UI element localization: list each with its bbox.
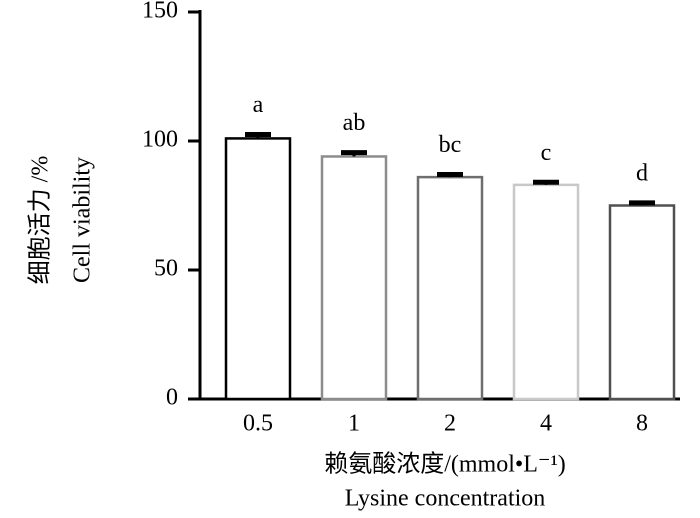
significance-letter: c bbox=[541, 140, 552, 166]
y-tick-label: 150 bbox=[142, 0, 178, 24]
bar bbox=[512, 183, 580, 401]
y-tick-label: 50 bbox=[154, 256, 178, 282]
y-tick-label: 0 bbox=[166, 385, 178, 411]
y-label-en: Cell viability bbox=[70, 157, 96, 283]
significance-letter: d bbox=[636, 160, 648, 186]
x-tick-label: 4 bbox=[540, 411, 552, 437]
y-tick-label: 100 bbox=[142, 127, 178, 153]
x-label-en: Lysine concentration bbox=[345, 486, 546, 512]
bar bbox=[608, 204, 676, 401]
significance-letter: bc bbox=[439, 132, 462, 158]
x-tick-label: 2 bbox=[444, 411, 456, 437]
x-tick-label: 8 bbox=[636, 411, 648, 437]
significance-letter: a bbox=[253, 92, 264, 118]
bar bbox=[320, 155, 388, 401]
x-tick-label: 0.5 bbox=[243, 411, 273, 437]
significance-letter: ab bbox=[343, 110, 366, 136]
bar bbox=[416, 175, 484, 401]
x-label-cn: 赖氨酸浓度/(mmol•L⁻¹) bbox=[324, 451, 566, 478]
y-label-cn: 细胞活力 /% bbox=[27, 156, 54, 285]
bar bbox=[224, 137, 292, 401]
x-tick-label: 1 bbox=[348, 411, 360, 437]
y-axis-title: 细胞活力 /% Cell viability bbox=[27, 156, 96, 285]
